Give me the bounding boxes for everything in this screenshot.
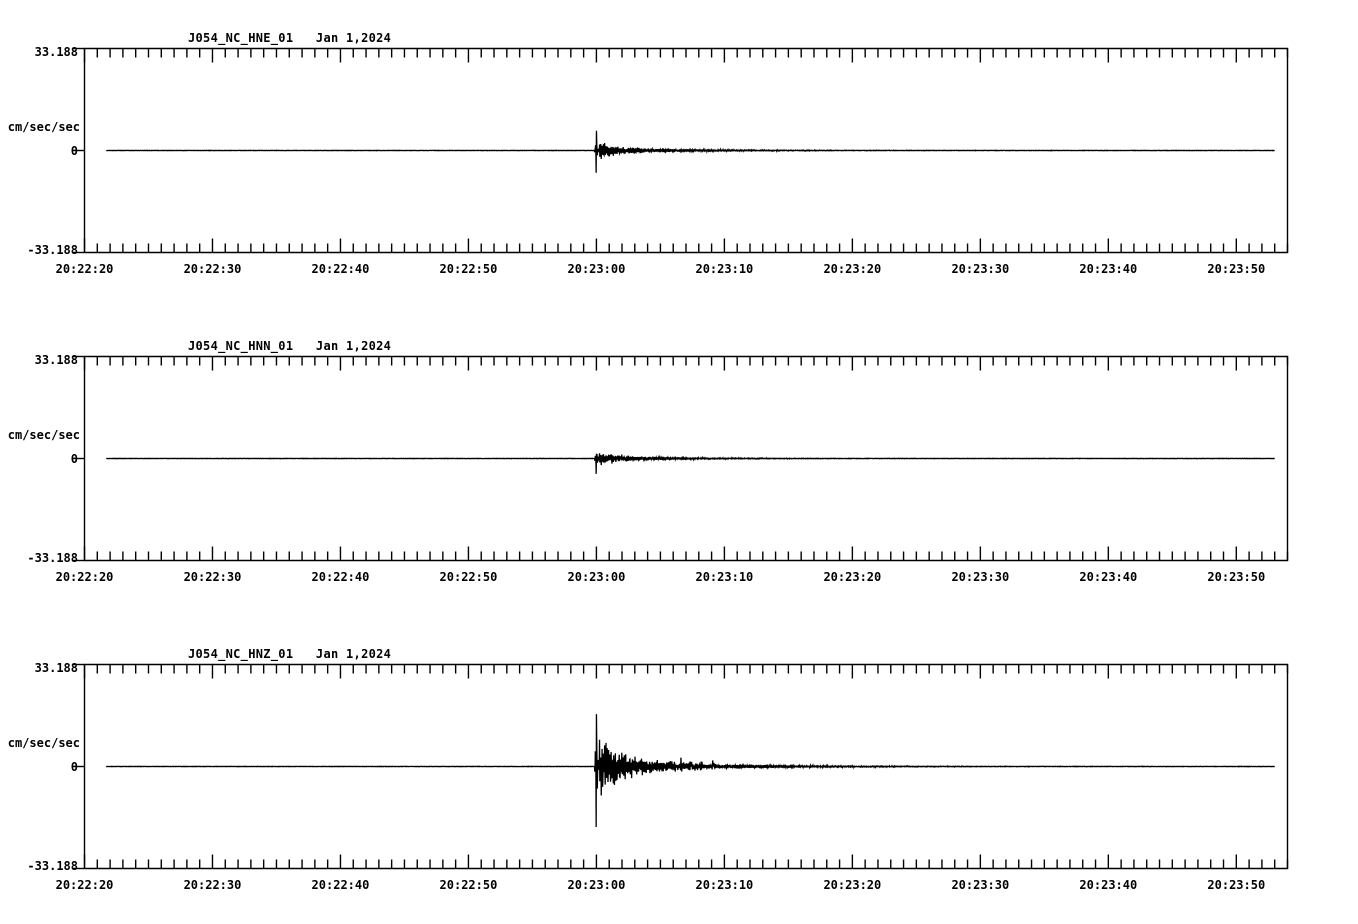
- y-tick-max-hne: 33.188: [34, 45, 78, 59]
- waveform-trace-hne: [106, 130, 1275, 173]
- x-tick-label: 20:23:10: [695, 877, 754, 892]
- x-tick-label: 20:22:50: [439, 569, 498, 584]
- plot-title-hne: J054_NC_HNE_01 Jan 1,2024: [188, 31, 392, 45]
- x-tick-label: 20:23:20: [823, 877, 882, 892]
- x-tick-label: 20:23:10: [695, 569, 754, 584]
- x-tick-label: 20:23:20: [823, 261, 882, 276]
- y-tick-zero-hnn: 0: [70, 452, 78, 466]
- x-tick-label: 20:23:30: [951, 877, 1010, 892]
- x-tick-label: 20:23:00: [567, 877, 626, 892]
- y-axis-units-hnn: cm/sec/sec: [7, 428, 80, 442]
- x-tick-label: 20:22:30: [183, 261, 242, 276]
- y-tick-min-hne: -33.188: [27, 243, 78, 257]
- x-tick-label: 20:23:00: [567, 261, 626, 276]
- x-tick-label: 20:23:20: [823, 569, 882, 584]
- y-axis-units-hnz: cm/sec/sec: [7, 736, 80, 750]
- x-tick-label: 20:22:20: [55, 261, 114, 276]
- x-tick-label: 20:23:40: [1079, 877, 1138, 892]
- x-tick-label: 20:22:40: [311, 877, 370, 892]
- x-tick-label: 20:22:20: [55, 569, 114, 584]
- x-tick-label: 20:22:50: [439, 261, 498, 276]
- y-tick-max-hnz: 33.188: [34, 661, 78, 675]
- x-tick-label: 20:22:30: [183, 569, 242, 584]
- x-tick-label: 20:23:50: [1207, 569, 1266, 584]
- x-tick-label: 20:23:50: [1207, 261, 1266, 276]
- y-axis-units-hne: cm/sec/sec: [7, 120, 80, 134]
- trace-panel-hne: J054_NC_HNE_01 Jan 1,2024 cm/sec/sec 33.…: [0, 0, 1358, 300]
- x-tick-label: 20:23:40: [1079, 569, 1138, 584]
- x-tick-label: 20:22:50: [439, 877, 498, 892]
- y-tick-zero-hne: 0: [70, 144, 78, 158]
- y-tick-min-hnz: -33.188: [27, 859, 78, 873]
- x-tick-label: 20:22:40: [311, 261, 370, 276]
- y-tick-zero-hnz: 0: [70, 760, 78, 774]
- x-tick-label: 20:23:30: [951, 261, 1010, 276]
- x-tick-label: 20:23:10: [695, 261, 754, 276]
- x-tick-label: 20:23:00: [567, 569, 626, 584]
- y-tick-min-hnn: -33.188: [27, 551, 78, 565]
- waveform-trace-hnn: [106, 453, 1275, 474]
- x-tick-label: 20:22:20: [55, 877, 114, 892]
- plot-title-hnn: J054_NC_HNN_01 Jan 1,2024: [188, 339, 392, 353]
- x-tick-label: 20:23:50: [1207, 877, 1266, 892]
- y-tick-max-hnn: 33.188: [34, 353, 78, 367]
- plot-title-hnz: J054_NC_HNZ_01 Jan 1,2024: [188, 647, 392, 661]
- plot-area-hne: [72, 47, 1289, 254]
- x-tick-label: 20:23:40: [1079, 261, 1138, 276]
- plot-area-hnz: [72, 663, 1289, 870]
- trace-panel-hnz: J054_NC_HNZ_01 Jan 1,2024 cm/sec/sec 33.…: [0, 616, 1358, 924]
- x-tick-label: 20:22:30: [183, 877, 242, 892]
- trace-panel-hnn: J054_NC_HNN_01 Jan 1,2024 cm/sec/sec 33.…: [0, 308, 1358, 608]
- x-tick-label: 20:23:30: [951, 569, 1010, 584]
- plot-area-hnn: [72, 355, 1289, 562]
- x-tick-label: 20:22:40: [311, 569, 370, 584]
- waveform-trace-hnz: [105, 714, 1276, 828]
